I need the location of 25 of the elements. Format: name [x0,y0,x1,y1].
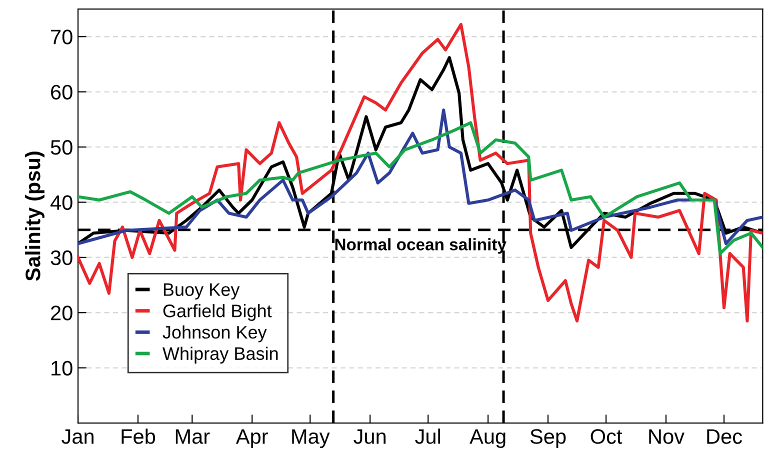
legend-label: Garfield Bight [163,304,272,321]
x-tick-label: Nov [649,429,684,444]
legend-label: Whipray Basin [162,346,278,364]
y-tick-label: 40 [50,195,72,210]
y-tick-label: 30 [50,250,72,266]
x-tick-label: Apr [236,429,268,448]
x-tick-label: Feb [122,428,156,444]
x-tick-label: Sep [530,429,566,448]
y-tick-label: 70 [51,30,72,44]
ref-line-label: Normal ocean salinity [335,238,506,254]
y-tick-label: 20 [51,306,72,320]
x-tick-label: Jul [415,428,440,444]
y-tick-label: 10 [52,360,72,376]
y-tick-label: 50 [50,140,72,155]
x-tick-label: Jan [62,429,94,444]
legend-label: Buoy Key [164,283,240,300]
x-tick-label: May [292,429,330,448]
x-tick-label: Mar [176,429,210,444]
y-axis-title: Salinity (psu) [25,152,44,281]
x-tick-label: Dec [707,429,742,444]
x-tick-label: Jun [354,429,386,444]
legend-label: Johnson Key [162,325,267,342]
y-tick-label: 60 [51,84,72,100]
x-tick-label: Aug [470,429,506,448]
x-tick-label: Oct [590,429,622,444]
